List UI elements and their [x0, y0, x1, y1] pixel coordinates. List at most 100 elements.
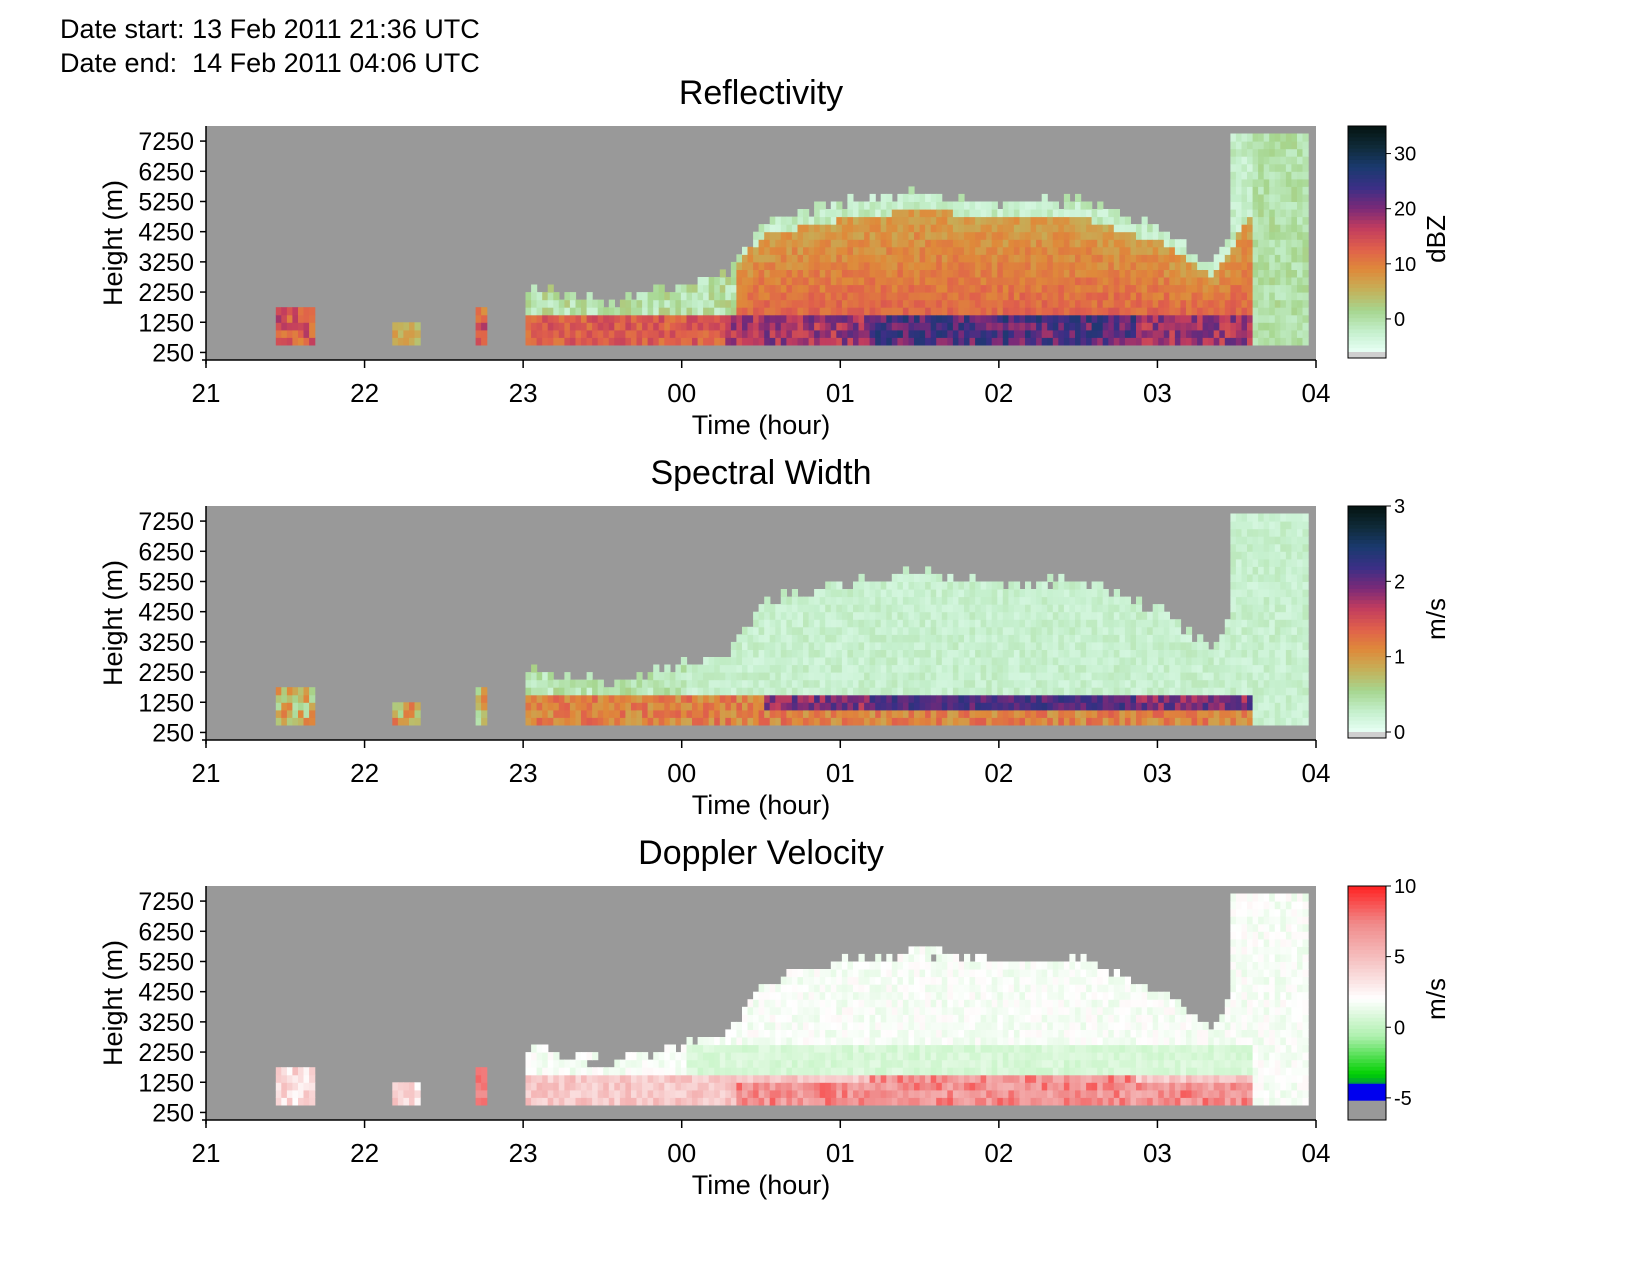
heatmap-cell [936, 641, 943, 650]
heatmap-cell [858, 702, 865, 711]
heatmap-cell [1202, 299, 1209, 308]
heatmap-cell [1025, 709, 1032, 718]
heatmap-cell [292, 717, 299, 726]
heatmap-cell [825, 299, 832, 308]
heatmap-cell [1036, 299, 1043, 308]
heatmap-cell [875, 261, 882, 270]
heatmap-cell [769, 216, 776, 225]
heatmap-cell [786, 277, 793, 286]
heatmap-cell [1102, 611, 1109, 620]
heatmap-cell [1025, 269, 1032, 278]
heatmap-cell [1280, 702, 1287, 711]
heatmap-cell [1297, 299, 1304, 308]
heatmap-cell [286, 307, 293, 316]
heatmap-cell [919, 694, 926, 703]
heatmap-cell [747, 687, 754, 696]
heatmap-cell [581, 694, 588, 703]
heatmap-cell [1013, 292, 1021, 301]
heatmap-cell [775, 641, 782, 650]
heatmap-cell [542, 299, 549, 308]
heatmap-cell [714, 292, 721, 301]
heatmap-cell [908, 277, 915, 286]
heatmap-cell [275, 1074, 282, 1083]
heatmap-cell [1158, 246, 1165, 255]
heatmap-cell [936, 201, 943, 210]
heatmap-cell [1063, 216, 1071, 225]
heatmap-cell [803, 269, 810, 278]
heatmap-cell [819, 611, 826, 620]
heatmap-cell [947, 611, 954, 620]
heatmap-cell [1247, 664, 1254, 673]
heatmap-cell [1047, 611, 1054, 620]
heatmap-cell [775, 702, 782, 711]
heatmap-cell [964, 649, 971, 658]
heatmap-cell [941, 717, 948, 726]
heatmap-cell [819, 277, 826, 286]
heatmap-cell [941, 299, 948, 308]
heatmap-cell [542, 329, 549, 338]
heatmap-cell [980, 261, 987, 270]
heatmap-cell [1041, 657, 1048, 666]
heatmap-cell [653, 307, 660, 316]
heatmap-cell [1025, 239, 1032, 248]
heatmap-cell [1069, 611, 1076, 620]
heatmap-cell [947, 216, 954, 225]
heatmap-cell [941, 649, 948, 658]
heatmap-cell [791, 611, 798, 620]
heatmap-cell [1097, 709, 1104, 718]
heatmap-cell [886, 672, 893, 681]
heatmap-cell [886, 224, 893, 233]
heatmap-cell [275, 1089, 282, 1098]
heatmap-cell [553, 314, 560, 323]
heatmap-cell [869, 619, 876, 628]
heatmap-cell [753, 299, 760, 308]
heatmap-cell [642, 322, 649, 331]
colorbar-segment [1348, 299, 1386, 304]
heatmap-cell [1097, 246, 1104, 255]
heatmap-cell [1097, 649, 1104, 658]
heatmap-cell [969, 337, 976, 346]
heatmap-cell [997, 292, 1004, 301]
heatmap-cell [997, 231, 1004, 240]
heatmap-cell [1274, 672, 1281, 681]
date-start-value: 13 Feb 2011 21:36 UTC [192, 14, 480, 44]
heatmap-cell [1058, 611, 1065, 620]
heatmap-cell [1080, 589, 1087, 598]
heatmap-cell [1241, 634, 1248, 643]
heatmap-cell [986, 314, 993, 323]
heatmap-cell [1269, 269, 1276, 278]
heatmap-cell [525, 702, 532, 711]
heatmap-cell [1213, 672, 1220, 681]
heatmap-cell [958, 581, 965, 590]
heatmap-cell [697, 679, 704, 688]
heatmap-cell [708, 657, 715, 666]
heatmap-cell [758, 672, 765, 681]
heatmap-cell [608, 322, 615, 331]
heatmap-cell [1235, 156, 1242, 165]
heatmap-cell [775, 277, 782, 286]
heatmap-cell [714, 307, 721, 316]
heatmap-cell [1025, 246, 1032, 255]
heatmap-cell [880, 277, 887, 286]
heatmap-cell [1036, 216, 1043, 225]
heatmap-cell [1152, 717, 1159, 726]
heatmap-cell [1130, 641, 1137, 650]
colorbar-segment [1348, 668, 1386, 673]
heatmap-cell [780, 246, 787, 255]
heatmap-cell [1119, 672, 1126, 681]
heatmap-cell [1202, 261, 1209, 270]
heatmap-cell [708, 277, 715, 286]
heatmap-cell [608, 709, 615, 718]
heatmap-cell [947, 246, 954, 255]
heatmap-cell [830, 672, 837, 681]
heatmap-cell [1019, 261, 1026, 270]
heatmap-cell [1008, 641, 1015, 650]
heatmap-cell [841, 254, 849, 263]
heatmap-cell [1269, 216, 1276, 225]
heatmap-cell [919, 269, 926, 278]
heatmap-cell [969, 239, 976, 248]
heatmap-cell [1280, 596, 1287, 605]
heatmap-cell [1080, 209, 1087, 218]
heatmap-cell [542, 1059, 549, 1068]
heatmap-cell [830, 299, 837, 308]
